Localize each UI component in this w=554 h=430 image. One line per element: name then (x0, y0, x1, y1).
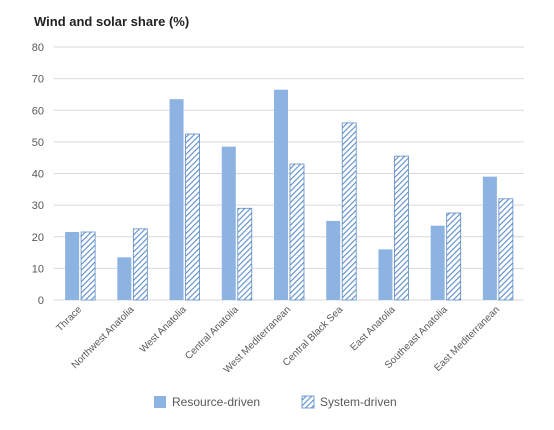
bar-system-driven (498, 198, 514, 301)
bar-system-driven (237, 207, 253, 301)
bar-system-driven (132, 228, 148, 301)
legend-label: Resource-driven (172, 395, 260, 409)
y-tick-label: 10 (32, 263, 44, 275)
bar-resource-driven (482, 176, 497, 300)
bar-resource-driven (274, 89, 288, 300)
bar-resource-driven (65, 232, 80, 300)
x-tick-label: West Anatolia (138, 304, 189, 355)
bar-system-driven (80, 231, 96, 301)
y-tick-label: 20 (32, 232, 44, 244)
y-tick-label: 80 (32, 42, 44, 54)
y-tick-label: 0 (38, 295, 44, 307)
x-tick-label: East Anatolia (349, 304, 398, 353)
legend-swatch-system-driven (301, 395, 315, 409)
bar-resource-driven (169, 99, 184, 301)
x-tick-label: Central Anatolia (183, 304, 241, 362)
y-axis-ticks: 0 10 20 30 40 50 60 70 80 (32, 42, 44, 307)
bar-resource-driven (378, 249, 393, 300)
y-tick-label: 30 (32, 200, 44, 212)
bar-system-driven (185, 133, 200, 301)
legend: Resource-driven System-driven (154, 395, 397, 409)
bar-resource-driven (430, 225, 445, 300)
bar-resource-driven (326, 220, 341, 300)
bar-system-driven (341, 122, 357, 301)
y-tick-label: 50 (32, 137, 44, 149)
gridlines (54, 46, 524, 301)
legend-swatch-resource-driven (154, 396, 166, 408)
bar-system-driven (394, 155, 409, 301)
bar-resource-driven (221, 146, 236, 300)
x-tick-label: Thrace (54, 304, 84, 334)
bar-system-driven (289, 163, 305, 301)
legend-label: System-driven (320, 395, 397, 409)
y-tick-label: 60 (32, 105, 44, 117)
bars (65, 89, 514, 301)
chart-title: Wind and solar share (%) (34, 14, 190, 29)
bar-system-driven (446, 212, 462, 301)
y-tick-label: 70 (32, 74, 44, 86)
bar-resource-driven (117, 257, 132, 300)
y-tick-label: 40 (32, 169, 44, 181)
